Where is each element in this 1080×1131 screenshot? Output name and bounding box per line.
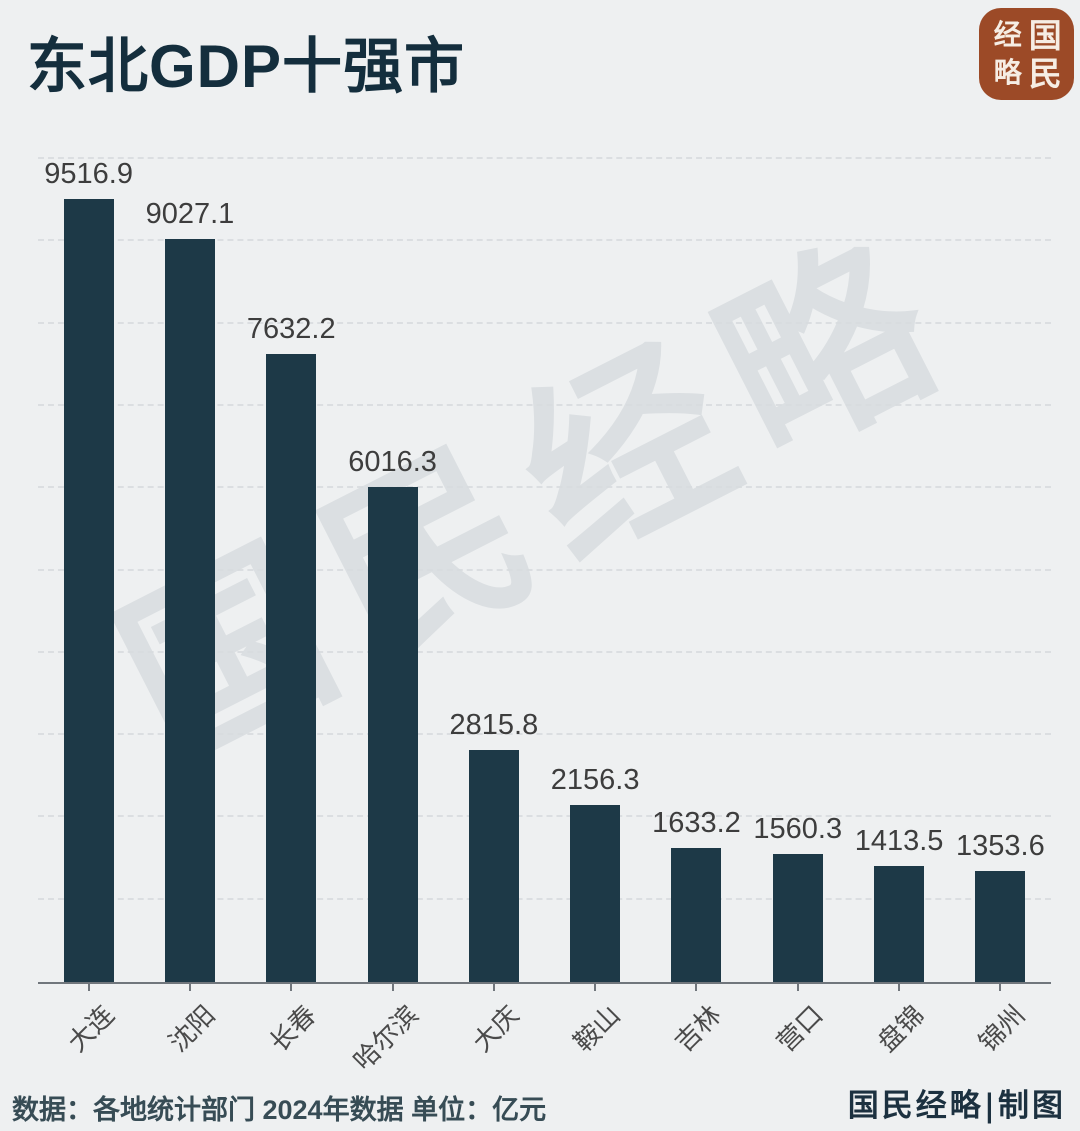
axis-tick	[492, 982, 495, 991]
axis-tick	[796, 982, 799, 991]
bar	[772, 853, 823, 982]
axis-tick	[999, 982, 1002, 991]
bar-value-label: 6016.3	[348, 445, 437, 478]
data-source-note: 数据：各地统计部门 2024年数据 单位：亿元	[12, 1095, 547, 1125]
logo-char-lue: 略	[993, 56, 1022, 89]
bar	[468, 750, 519, 982]
bar	[164, 239, 215, 982]
x-axis-label: 长春	[264, 999, 322, 1058]
logo-char-guo: 国	[1028, 15, 1062, 55]
x-axis-label: 盘锦	[871, 999, 930, 1058]
gridline	[38, 568, 1051, 571]
x-axis-label: 锦州	[973, 999, 1032, 1058]
axis-tick	[594, 982, 597, 991]
x-axis-label: 营口	[770, 999, 829, 1058]
logo-char-min: 民	[1028, 53, 1062, 93]
bar	[266, 353, 317, 982]
bar-value-label: 7632.2	[246, 312, 336, 345]
brand-logo: 经 国 略 民	[979, 8, 1074, 100]
bar-value-label: 2156.3	[550, 763, 640, 796]
bar-value-label: 1353.6	[955, 829, 1045, 862]
gridline	[38, 403, 1051, 406]
x-axis-line	[38, 982, 1051, 984]
gridline	[38, 486, 1051, 489]
page-title: 东北GDP十强市	[27, 33, 466, 100]
bar-value-label: 9516.9	[44, 157, 133, 190]
bar	[367, 486, 418, 982]
plot-area: 9516.9 大连 9027.1 沈阳 7632.2 长春 6016.3 哈尔滨 2815.8 大…	[38, 157, 1051, 1076]
gridline	[38, 321, 1051, 324]
bar-value-label: 9027.1	[145, 198, 235, 231]
logo-char-jing: 经	[993, 18, 1022, 51]
gridline	[38, 157, 1051, 159]
x-axis-label: 鞍山	[567, 999, 626, 1058]
x-axis-label: 吉林	[669, 999, 728, 1058]
x-axis-label: 大庆	[466, 999, 525, 1058]
gridline	[38, 815, 1051, 818]
credit-text: 国民经略|制图	[847, 1088, 1066, 1124]
x-axis-label: 沈阳	[162, 999, 221, 1058]
gridline	[38, 239, 1051, 242]
bar-value-label: 1413.5	[854, 824, 944, 857]
x-axis-label: 哈尔滨	[346, 999, 424, 1076]
bar	[570, 804, 621, 982]
gridline	[38, 650, 1051, 653]
axis-tick	[695, 982, 698, 991]
gridline	[38, 897, 1051, 900]
axis-tick	[188, 982, 191, 991]
bar	[63, 198, 114, 982]
axis-tick	[898, 982, 901, 991]
axis-tick	[87, 982, 90, 991]
bar-value-label: 1560.3	[753, 812, 843, 845]
bar-value-label: 1633.2	[652, 806, 741, 839]
bar	[671, 847, 722, 982]
bar	[975, 870, 1026, 982]
bar	[874, 865, 925, 982]
x-axis-label: 大连	[61, 999, 120, 1058]
axis-tick	[290, 982, 293, 991]
bar-value-label: 2815.8	[449, 709, 539, 742]
axis-tick	[391, 982, 394, 991]
gridline	[38, 733, 1051, 736]
